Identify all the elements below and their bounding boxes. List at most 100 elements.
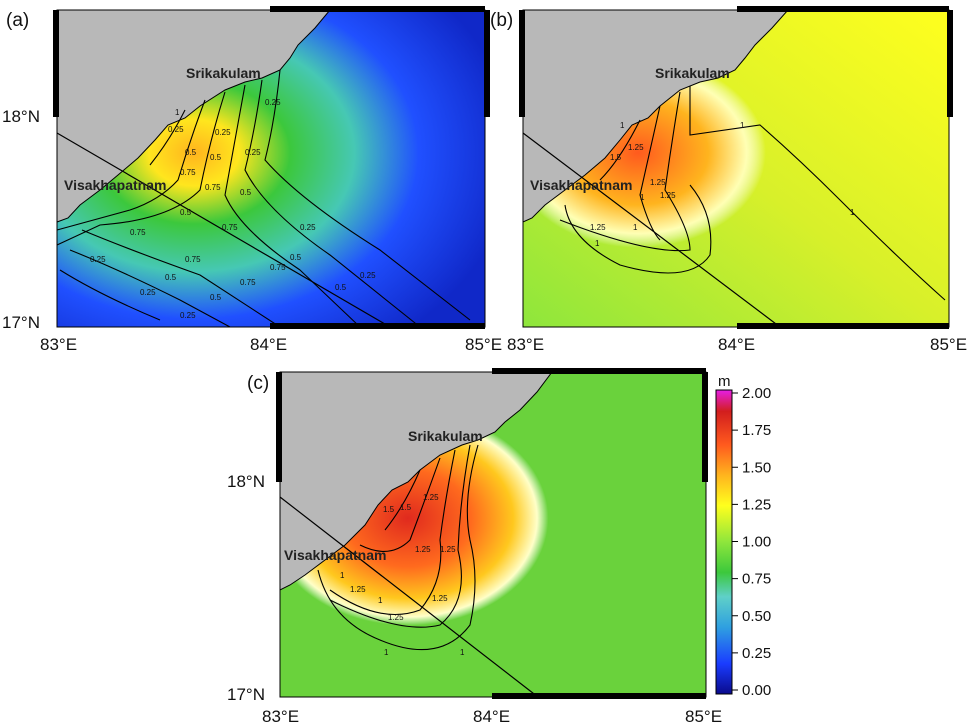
panel-c-contour-labels: 1.5 1.5 1.25 1.25 1.25 1 1.25 1.25 1.25 1 1 1 <box>340 493 465 657</box>
contour-value-label: 0.75 <box>270 263 286 272</box>
contour-value-label: 1 <box>460 648 465 657</box>
panel-a-label: (a) <box>6 10 29 31</box>
colorbar-tick-label: 0.25 <box>742 645 771 662</box>
panel-c-frame-bar-left <box>276 372 282 482</box>
panel-c-x-tick-84: 84°E <box>473 707 510 726</box>
contour-value-label: 1.25 <box>432 594 448 603</box>
contour-value-label: 1 <box>633 223 638 232</box>
contour-value-label: 1 <box>378 596 383 605</box>
contour-value-label: 1.25 <box>650 178 666 187</box>
colorbar-tick-label: 0.75 <box>742 571 771 588</box>
panel-c-visakhapatnam: Visakhapatnam <box>284 547 386 563</box>
panel-b-frame-bar-right <box>947 10 953 117</box>
panel-a-frame-bar-left <box>53 10 59 117</box>
contour-value-label: 1 <box>175 108 180 117</box>
contour-value-label: 1.5 <box>383 505 395 514</box>
panel-a-y-tick-18: 18°N <box>2 107 40 126</box>
panel-a-transect <box>56 132 391 328</box>
contour-value-label: 1 <box>850 208 855 217</box>
contour-value-label: 1.5 <box>400 503 412 512</box>
contour-value-label: 0.5 <box>180 208 192 217</box>
colorbar-unit: m <box>718 373 731 390</box>
panel-a-frame-bar-bottom <box>270 323 485 329</box>
panel-b-land <box>522 9 790 223</box>
contour-value-label: 0.5 <box>210 153 222 162</box>
colorbar-tick-label: 1.00 <box>742 534 771 551</box>
colorbar-ticks: 2.00 1.75 1.50 1.25 1.00 0.75 0.50 0.25 0.00 <box>732 385 771 699</box>
panel-b-frame <box>522 9 950 328</box>
panel-b-label: (b) <box>490 10 513 31</box>
panel-c-y-tick-17: 17°N <box>227 685 265 704</box>
contour-value-label: 0.75 <box>130 228 146 237</box>
panel-c-transect <box>279 496 539 698</box>
panel-a-contours <box>56 69 471 328</box>
panel-a-contour-labels: 0.25 0.5 0.75 1 0.25 0.5 0.75 0.25 0.5 0.25 0.75 0.… <box>90 98 376 320</box>
panel-c-frame-bar-top <box>492 368 706 374</box>
panel-a-y-tick-17: 17°N <box>2 313 40 332</box>
panel-b-srikakulam: Srikakulam <box>655 65 730 81</box>
panel-a-x-tick-83: 83°E <box>40 335 77 354</box>
contour-value-label: 0.25 <box>168 125 184 134</box>
contour-value-label: 1 <box>640 193 645 202</box>
contour-value-label: 0.5 <box>210 293 222 302</box>
colorbar-tick-label: 1.25 <box>742 496 771 513</box>
panel-a-visakhapatnam: Visakhapatnam <box>64 177 166 193</box>
panel-c-y-tick-18: 18°N <box>227 472 265 491</box>
contour-value-label: 1 <box>740 121 745 130</box>
panel-c: Srikakulam Visakhapatnam 1.5 1.5 1.25 1.25 1… <box>227 368 722 726</box>
panel-a: Srikakulam Visakhapatnam 0.250.50.7510.2… <box>2 6 502 354</box>
panel-a-x-tick-85: 85°E <box>465 335 502 354</box>
panel-c-label: (c) <box>247 373 269 394</box>
contour-value-label: 0.25 <box>265 98 281 107</box>
panel-a-srikakulam: Srikakulam <box>186 65 261 81</box>
contour-value-label: 0.75 <box>222 223 238 232</box>
panel-b-frame-bar-bottom <box>737 323 949 329</box>
contour-value-label: 1.25 <box>350 585 366 594</box>
contour-value-label: 1.25 <box>660 191 676 200</box>
panel-b-x-tick-83: 83°E <box>507 335 544 354</box>
contour-value-label: 0.25 <box>180 311 196 320</box>
contour-value-label: 0.75 <box>180 168 196 177</box>
panel-a-land <box>56 9 332 223</box>
panel-b-x-tick-84: 84°E <box>718 335 755 354</box>
panel-a-frame-bar-right <box>484 10 490 117</box>
panel-c-x-tick-85: 85°E <box>685 707 722 726</box>
contour-value-label: 0.25 <box>140 288 156 297</box>
panel-c-land <box>279 371 553 591</box>
contour-value-label: 1.5 <box>610 153 622 162</box>
contour-value-label: 1.25 <box>415 545 431 554</box>
contour-value-label: 1 <box>595 239 600 248</box>
contour-value-label: 1.25 <box>440 545 456 554</box>
panel-c-contours <box>317 444 479 651</box>
colorbar-tick-label: 0.00 <box>742 682 771 699</box>
panel-c-x-tick-83: 83°E <box>262 707 299 726</box>
contour-value-label: 0.25 <box>245 148 261 157</box>
colorbar-tick-label: 2.00 <box>742 385 771 402</box>
contour-value-label: 0.5 <box>240 188 252 197</box>
contour-value-label: 1 <box>384 648 389 657</box>
panel-b-transect <box>522 132 781 328</box>
contour-value-label: 0.25 <box>360 271 376 280</box>
colorbar-tick-label: 0.50 <box>742 608 771 625</box>
contour-value-label: 1 <box>340 571 345 580</box>
panel-b-frame-bar-top <box>737 6 949 12</box>
colorbar-tick-label: 1.50 <box>742 459 771 476</box>
panel-b-visakhapatnam: Visakhapatnam <box>530 177 632 193</box>
panel-c-srikakulam: Srikakulam <box>408 428 483 444</box>
panel-a-x-tick-84: 84°E <box>250 335 287 354</box>
panel-c-frame-bar-bottom <box>492 693 706 699</box>
contour-value-label: 0.75 <box>205 183 221 192</box>
panel-b-frame-bar-left <box>519 10 525 117</box>
contour-value-label: 0.25 <box>300 223 316 232</box>
contour-value-label: 0.75 <box>240 278 256 287</box>
colorbar: m 2.00 1.75 1.50 1.25 1.00 0.75 0.50 0.25 0.00 <box>715 373 771 699</box>
panel-b-contour-labels: 1.5 1.25 1 1.25 1 1.25 1.25 1 1 1 1 <box>590 121 855 248</box>
contour-value-label: 0.5 <box>165 273 177 282</box>
contour-value-label: 1.25 <box>423 493 439 502</box>
panel-a-frame-bar-top <box>270 6 485 12</box>
contour-value-label: 0.75 <box>185 255 201 264</box>
contour-value-label: 0.25 <box>90 255 106 264</box>
panel-c-frame-bar-right <box>702 372 708 482</box>
